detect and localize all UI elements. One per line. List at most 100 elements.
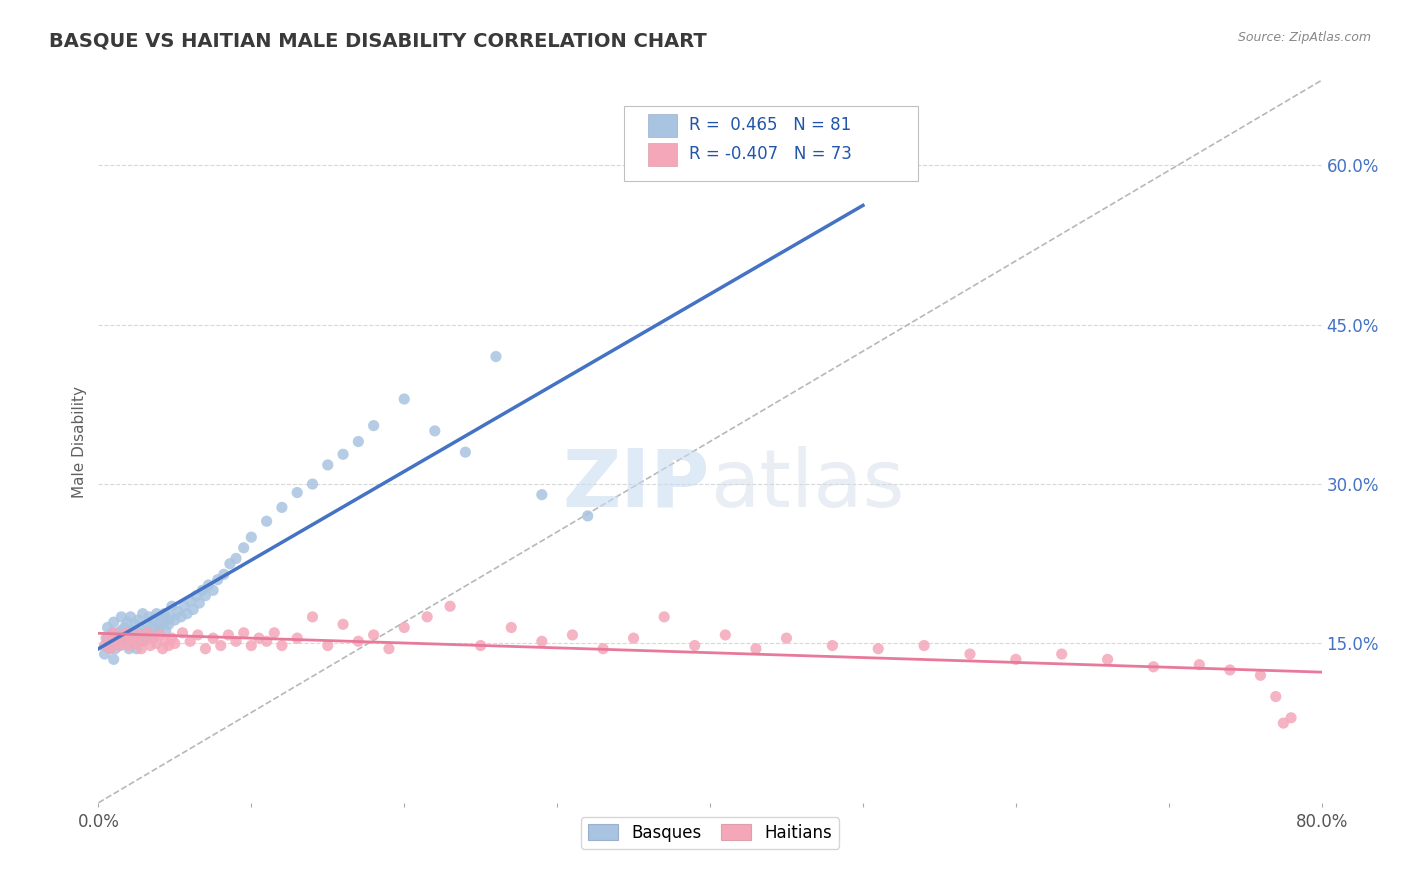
Point	[530, 634, 553, 648]
Point	[110, 610, 132, 624]
Point	[159, 610, 181, 624]
Point	[105, 631, 128, 645]
Point	[683, 639, 706, 653]
Point	[868, 641, 890, 656]
Point	[152, 617, 174, 632]
Point	[1279, 711, 1302, 725]
Point	[100, 641, 122, 656]
Point	[124, 617, 146, 632]
Text: ZIP: ZIP	[562, 446, 710, 524]
Point	[347, 634, 370, 648]
Point	[152, 641, 174, 656]
Point	[129, 641, 152, 656]
Point	[530, 488, 553, 502]
Point	[124, 636, 146, 650]
Point	[176, 607, 198, 621]
Point	[202, 583, 225, 598]
FancyBboxPatch shape	[648, 143, 678, 166]
Point	[821, 639, 844, 653]
Point	[163, 636, 186, 650]
Text: atlas: atlas	[710, 446, 904, 524]
Point	[416, 610, 439, 624]
Point	[160, 599, 183, 614]
Point	[127, 628, 149, 642]
Point	[745, 641, 768, 656]
Text: R =  0.465   N = 81: R = 0.465 N = 81	[689, 116, 852, 134]
Point	[392, 620, 416, 634]
Point	[392, 392, 416, 406]
Point	[316, 458, 339, 472]
Point	[240, 639, 263, 653]
Point	[111, 634, 134, 648]
Point	[775, 631, 797, 645]
Point	[93, 639, 115, 653]
Point	[145, 636, 167, 650]
Point	[188, 596, 211, 610]
Point	[98, 641, 121, 656]
Point	[247, 631, 270, 645]
Point	[108, 639, 131, 653]
Point	[127, 613, 149, 627]
Point	[118, 639, 141, 653]
Point	[332, 447, 354, 461]
Point	[132, 607, 155, 621]
Point	[156, 613, 179, 627]
Point	[103, 625, 125, 640]
Point	[111, 631, 134, 645]
Point	[187, 628, 209, 642]
Point	[363, 418, 385, 433]
Point	[202, 631, 225, 645]
Text: Source: ZipAtlas.com: Source: ZipAtlas.com	[1237, 31, 1371, 45]
Point	[139, 639, 162, 653]
Point	[592, 641, 614, 656]
Point	[97, 631, 120, 645]
Legend: Basques, Haitians: Basques, Haitians	[581, 817, 839, 848]
Point	[149, 620, 172, 634]
Point	[170, 610, 193, 624]
Point	[1219, 663, 1241, 677]
Point	[172, 625, 194, 640]
Point	[139, 628, 162, 642]
Text: BASQUE VS HAITIAN MALE DISABILITY CORRELATION CHART: BASQUE VS HAITIAN MALE DISABILITY CORREL…	[49, 31, 707, 50]
Point	[179, 634, 201, 648]
Point	[107, 625, 129, 640]
Point	[197, 578, 219, 592]
Point	[561, 628, 583, 642]
Point	[136, 617, 159, 632]
Point	[912, 639, 935, 653]
Point	[160, 631, 183, 645]
Point	[363, 628, 385, 642]
Point	[128, 625, 150, 640]
Point	[485, 350, 508, 364]
Point	[112, 620, 135, 634]
Point	[378, 641, 401, 656]
Point	[118, 628, 141, 642]
Point	[285, 485, 308, 500]
Point	[301, 477, 323, 491]
Point	[173, 599, 195, 614]
Point	[217, 628, 239, 642]
Point	[181, 602, 204, 616]
Point	[179, 594, 201, 608]
Point	[263, 625, 285, 640]
Point	[155, 634, 177, 648]
Point	[256, 514, 278, 528]
Point	[121, 624, 143, 638]
Point	[194, 641, 217, 656]
Point	[186, 589, 208, 603]
Point	[145, 607, 167, 621]
Point	[270, 639, 292, 653]
Point	[1272, 716, 1295, 731]
Point	[194, 589, 217, 603]
Point	[219, 557, 242, 571]
Point	[212, 567, 235, 582]
Point	[623, 631, 645, 645]
Point	[225, 634, 247, 648]
Point	[270, 500, 292, 515]
Point	[101, 625, 124, 640]
Point	[129, 634, 152, 648]
Point	[1249, 668, 1271, 682]
Point	[163, 613, 186, 627]
Text: R = -0.407   N = 73: R = -0.407 N = 73	[689, 145, 852, 163]
Point	[97, 620, 120, 634]
